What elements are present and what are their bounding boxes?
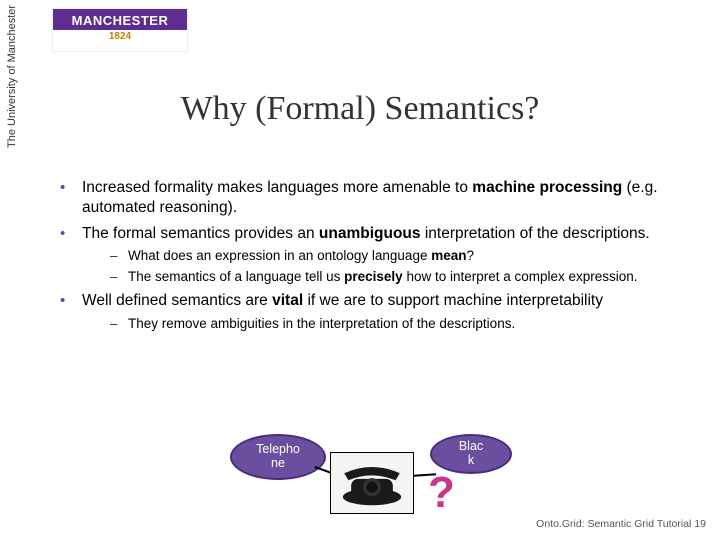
slide-body: Increased formality makes languages more… [48, 178, 678, 338]
logo-year: 1824 [53, 30, 187, 42]
bullet-3: Well defined semantics are vital if we a… [48, 291, 678, 332]
text-bold: vital [272, 292, 303, 309]
text: ? [467, 248, 475, 263]
text: if we are to support machine interpretab… [303, 292, 603, 309]
bullet-1: Increased formality makes languages more… [48, 178, 678, 218]
sub-bullet-2: The semantics of a language tell us prec… [82, 268, 678, 285]
ellipse-label: Blac k [459, 440, 483, 468]
text: interpretation of the descriptions. [421, 225, 650, 242]
phone-icon [337, 458, 407, 508]
text-bold: mean [431, 248, 466, 263]
sub-bullet-3: They remove ambiguities in the interpret… [82, 315, 678, 332]
text: What does an expression in an ontology l… [128, 248, 431, 263]
text: Well defined semantics are [82, 292, 272, 309]
concept-diagram: Telepho ne Blac k ? [230, 430, 530, 520]
text-bold: precisely [344, 269, 403, 284]
text-bold: unambiguous [319, 225, 421, 242]
text: The formal semantics provides an [82, 225, 319, 242]
ellipse-label: Telepho ne [256, 443, 300, 471]
text: how to interpret a complex expression. [403, 269, 638, 284]
question-mark: ? [428, 468, 455, 518]
ellipse-telephone: Telepho ne [230, 434, 326, 480]
logo-name: MANCHESTER [53, 9, 187, 30]
text-bold: machine processing [472, 179, 622, 196]
text: Increased formality makes languages more… [82, 179, 472, 196]
slide-footer: Onto.Grid: Semantic Grid Tutorial 19 [536, 518, 706, 530]
page-number: 19 [694, 518, 706, 530]
university-logo: MANCHESTER 1824 [52, 8, 188, 52]
sub-bullet-1: What does an expression in an ontology l… [82, 247, 678, 264]
telephone-image [330, 452, 414, 514]
text: The semantics of a language tell us [128, 269, 344, 284]
footer-text: Onto.Grid: Semantic Grid Tutorial [536, 518, 691, 530]
slide-title: Why (Formal) Semantics? [0, 90, 720, 128]
bullet-2: The formal semantics provides an unambig… [48, 224, 678, 285]
